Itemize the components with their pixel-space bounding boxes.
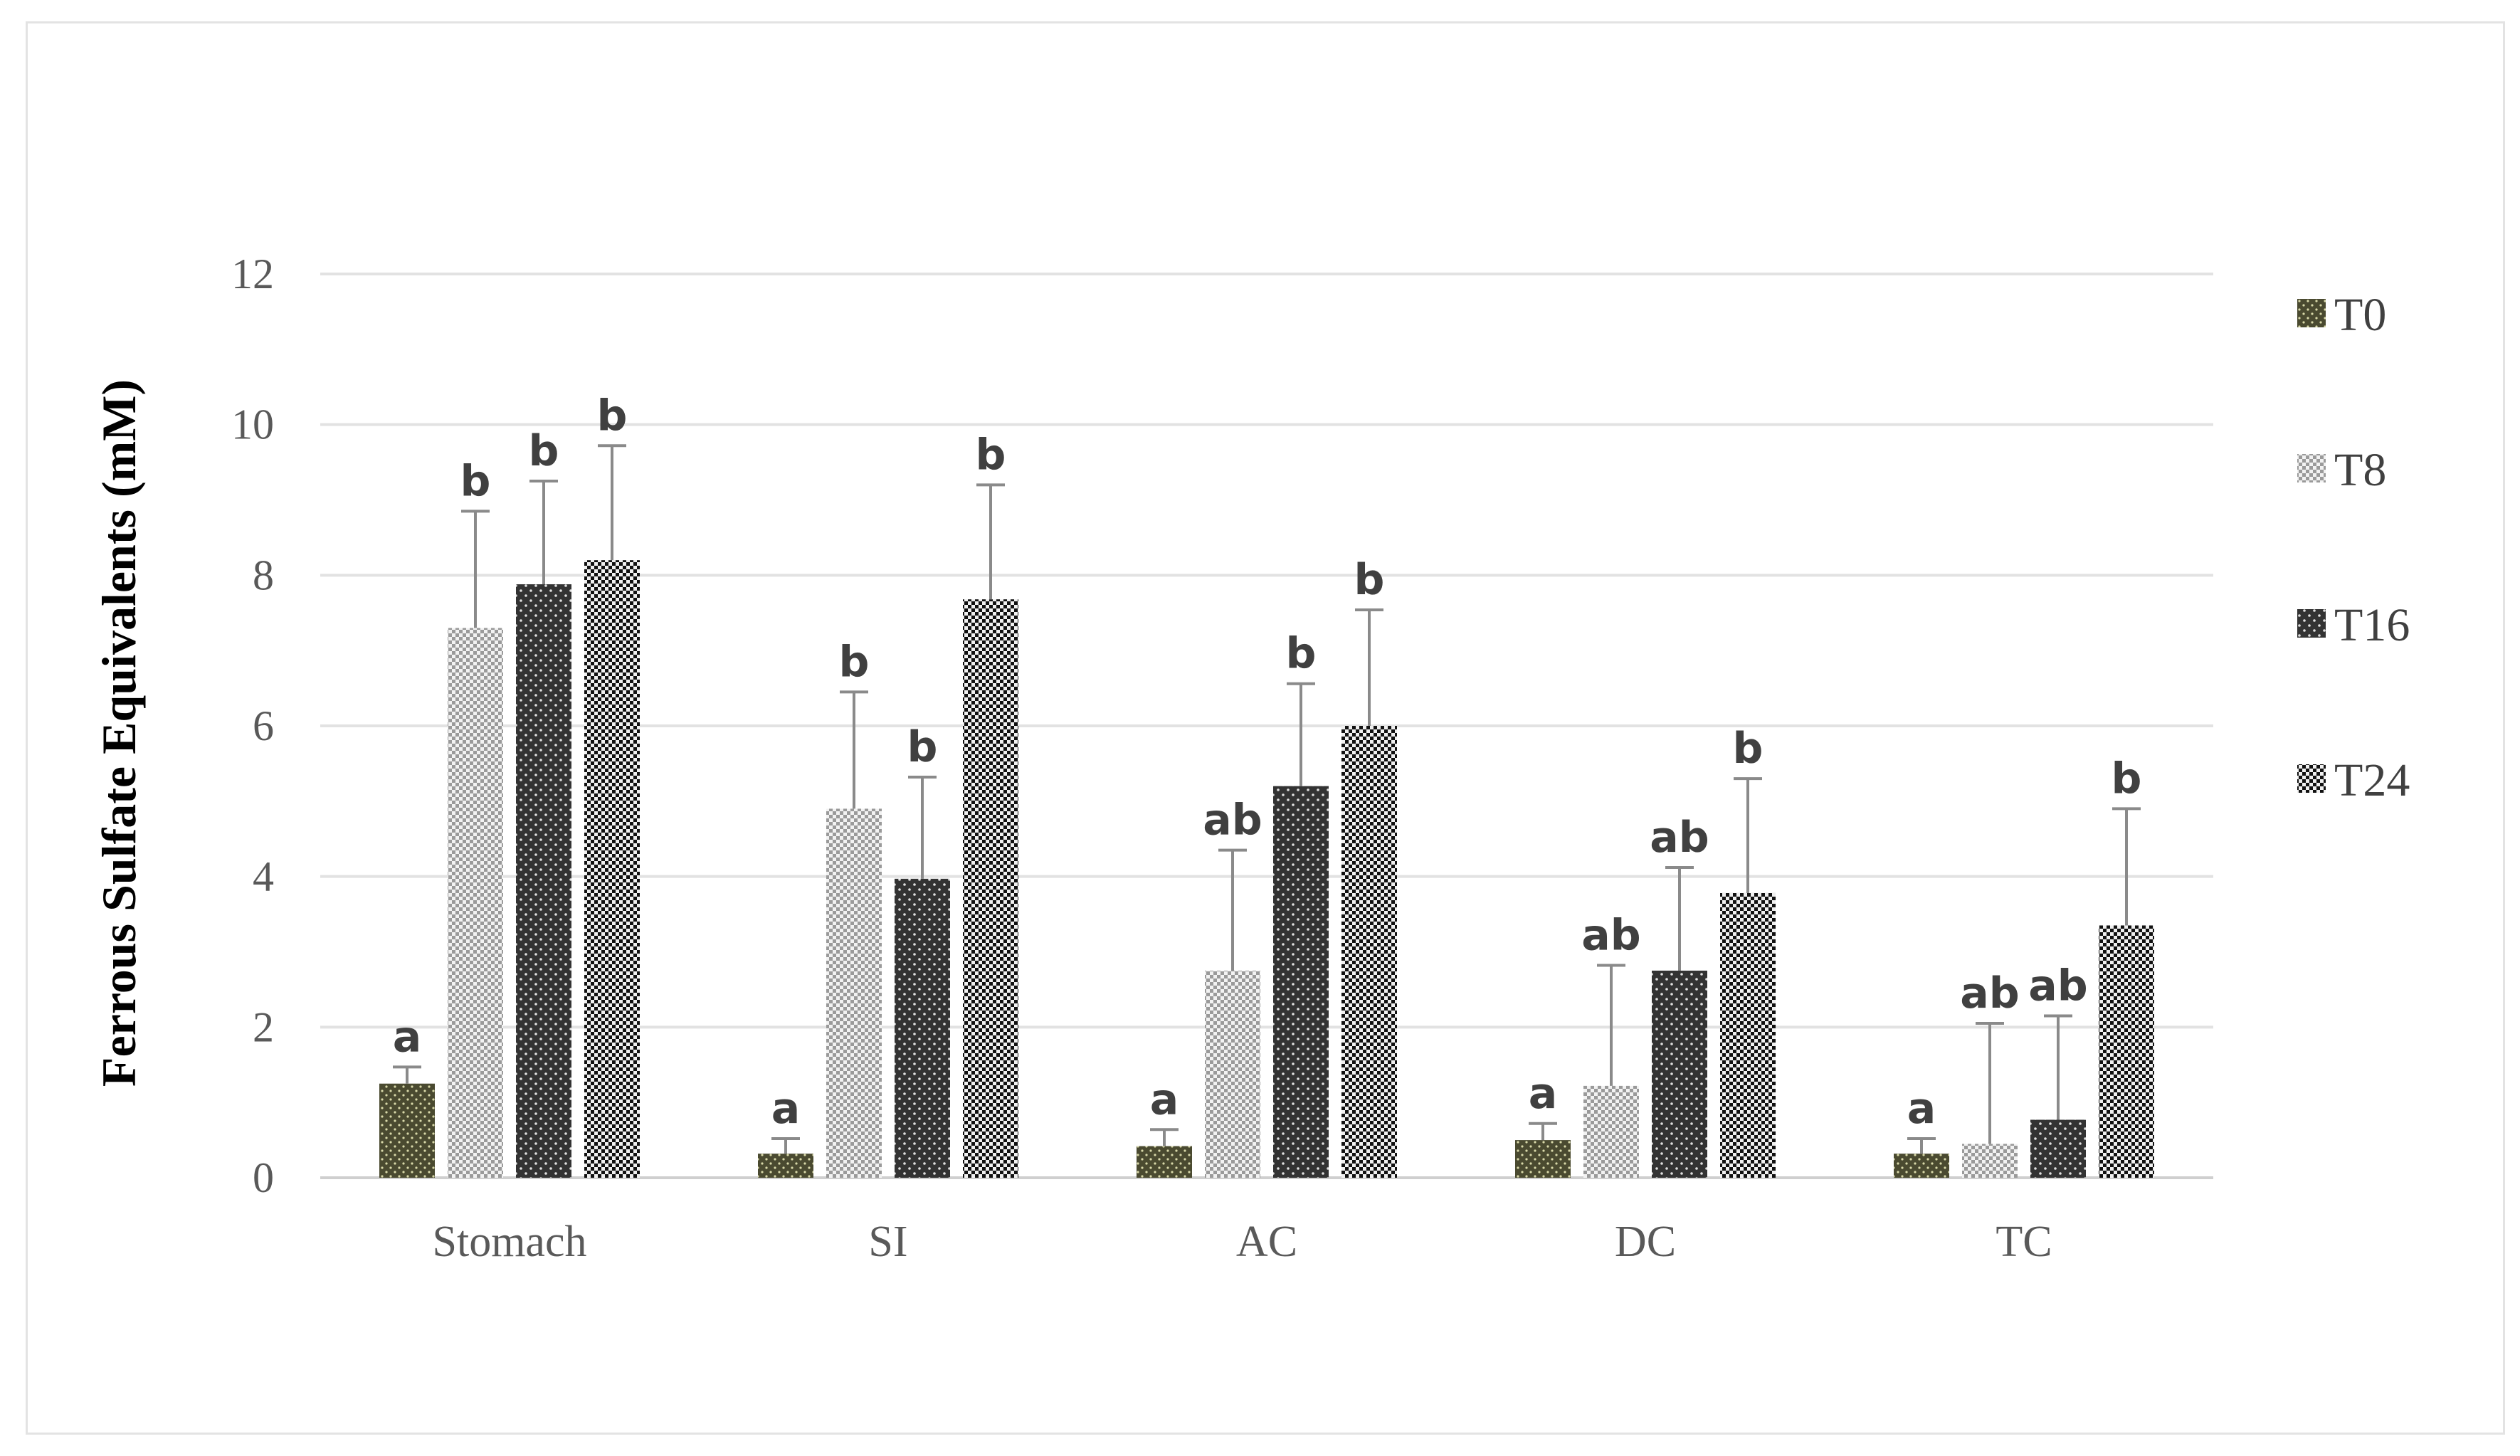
- legend-swatch-t0: [2297, 299, 2326, 327]
- category-label-si: SI: [868, 1218, 907, 1266]
- sig-letter-ac-t0: a: [1150, 1075, 1179, 1124]
- sig-letter-si-t16: b: [907, 722, 938, 772]
- sig-letter-dc-t16: ab: [1650, 813, 1709, 862]
- category-label-stomach: Stomach: [433, 1218, 587, 1266]
- sig-letter-dc-t8: ab: [1581, 911, 1640, 961]
- legend-label-t8: T8: [2334, 444, 2386, 496]
- bar-tc-t24: [2099, 925, 2154, 1178]
- bar-ac-t8: [1205, 970, 1260, 1178]
- bar-dc-t0: [1515, 1140, 1571, 1178]
- bar-si-t16: [895, 878, 950, 1178]
- y-tick-2: 2: [253, 1003, 274, 1050]
- bar-si-t24: [963, 599, 1018, 1178]
- y-tick-6: 6: [253, 702, 274, 749]
- bar-tc-t8: [1962, 1144, 2018, 1178]
- sig-letter-si-t8: b: [839, 637, 870, 687]
- bar-stomach-t8: [448, 628, 503, 1178]
- sig-letter-tc-t8: ab: [1960, 969, 2019, 1018]
- bar-ac-t16: [1273, 786, 1329, 1178]
- legend-swatch-t16: [2297, 609, 2326, 638]
- y-tick-8: 8: [253, 552, 274, 598]
- y-tick-10: 10: [231, 401, 274, 448]
- y-tick-0: 0: [253, 1154, 274, 1201]
- legend: T0 T8 T16 T24: [2297, 289, 2410, 806]
- sig-letter-si-t0: a: [771, 1084, 801, 1134]
- sig-letter-ac-t8: ab: [1203, 796, 1262, 845]
- category-label-ac: AC: [1236, 1218, 1297, 1266]
- bar-ac-t24: [1341, 726, 1397, 1178]
- sig-letter-stomach-t24: b: [597, 391, 628, 441]
- bar-si-t8: [826, 808, 882, 1178]
- legend-label-t24: T24: [2334, 754, 2410, 806]
- sig-letter-ac-t24: b: [1354, 555, 1385, 605]
- chart-frame: [26, 21, 2505, 1435]
- bar-tc-t16: [2030, 1119, 2086, 1178]
- sig-letter-stomach-t16: b: [529, 426, 559, 476]
- legend-label-t0: T0: [2334, 289, 2386, 341]
- category-label-tc: TC: [1996, 1218, 2052, 1266]
- sig-letter-stomach-t8: b: [460, 456, 491, 506]
- legend-swatch-t24: [2297, 764, 2326, 793]
- bar-ac-t0: [1137, 1146, 1192, 1178]
- y-tick-labels: 0 2 4 6 8 10 12: [231, 250, 274, 1201]
- y-tick-12: 12: [231, 250, 274, 297]
- bar-stomach-t16: [516, 584, 571, 1178]
- bar-stomach-t0: [379, 1083, 435, 1178]
- sig-letter-dc-t0: a: [1529, 1069, 1558, 1119]
- y-tick-4: 4: [253, 853, 274, 900]
- bar-dc-t24: [1720, 892, 1776, 1178]
- category-label-dc: DC: [1615, 1218, 1676, 1266]
- bar-stomach-t24: [584, 560, 640, 1178]
- sig-letter-si-t24: b: [976, 430, 1006, 480]
- error-bars: [393, 444, 2141, 1154]
- bars: [379, 560, 2154, 1178]
- y-axis-label: Ferrous Sulfate Equivalents (mM): [92, 379, 146, 1087]
- bar-tc-t0: [1894, 1154, 1949, 1178]
- sig-letter-dc-t24: b: [1733, 724, 1764, 774]
- sig-letter-tc-t0: a: [1907, 1084, 1936, 1134]
- sig-letter-ac-t16: b: [1286, 629, 1317, 679]
- sig-letter-tc-t24: b: [2112, 754, 2142, 803]
- sig-letter-tc-t16: ab: [2028, 961, 2087, 1011]
- bar-dc-t16: [1652, 970, 1707, 1178]
- sig-letter-stomach-t0: a: [393, 1012, 422, 1062]
- category-labels: Stomach SI AC DC TC: [433, 1218, 2052, 1266]
- legend-swatch-t8: [2297, 454, 2326, 482]
- bar-dc-t8: [1583, 1085, 1639, 1178]
- bar-si-t0: [758, 1154, 813, 1178]
- legend-label-t16: T16: [2334, 599, 2410, 651]
